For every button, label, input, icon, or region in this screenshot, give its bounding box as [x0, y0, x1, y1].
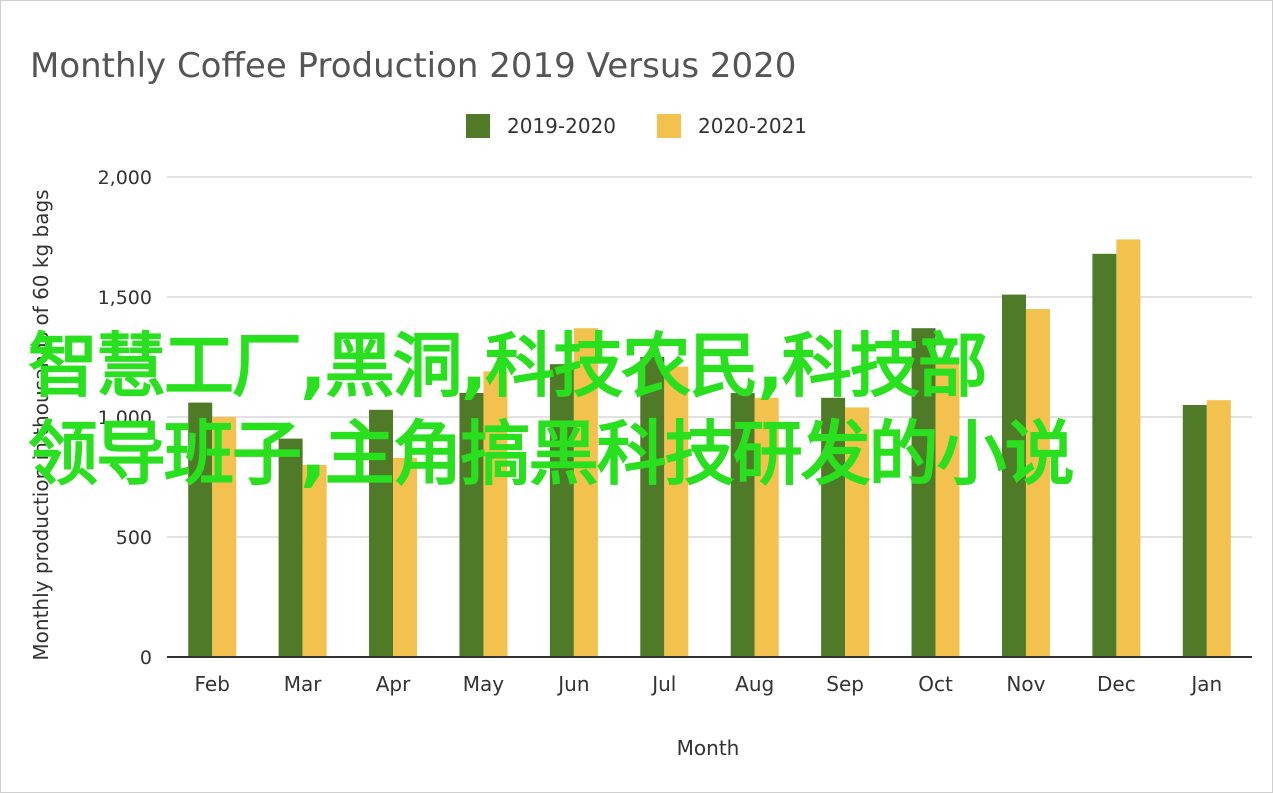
bar-2019-2020-Sep	[821, 397, 846, 657]
overlay-text: 智慧工厂,黑洞,科技农民,科技部 领导班子,主角搞黑科技研发的小说	[28, 322, 1248, 498]
chart-title: Monthly Coffee Production 2019 Versus 20…	[30, 46, 796, 86]
bar-2019-2020-Apr	[369, 409, 394, 657]
y-tick-label: 2,000	[98, 167, 152, 189]
x-tick-label: Jun	[556, 672, 589, 696]
bar-2020-2021-May	[483, 371, 508, 657]
bar-2019-2020-Oct	[911, 328, 936, 657]
bar-2019-2020-Aug	[730, 393, 755, 657]
bar-2019-2020-Nov	[1001, 294, 1026, 657]
x-axis-ticks: Feb Mar Apr May Jun Jul Aug Sep Oct Nov Dec Jan	[194, 672, 1222, 696]
legend-swatch-2020-2021	[657, 114, 681, 138]
x-tick-label: May	[463, 672, 505, 696]
x-tick-label: Oct	[918, 672, 953, 696]
bar-2019-2020-Mar	[278, 438, 303, 657]
bar-2019-2020-Feb	[188, 402, 213, 657]
x-tick-label: Apr	[376, 672, 411, 696]
bar-2020-2021-Jan	[1206, 400, 1231, 657]
x-tick-label: Dec	[1097, 672, 1136, 696]
legend-swatch-2019-2020	[466, 114, 490, 138]
x-tick-label: Jul	[650, 672, 676, 696]
y-tick-label: 1,500	[98, 287, 152, 309]
overlay-line-2: 领导班子,主角搞黑科技研发的小说	[28, 413, 1075, 495]
legend-label-2020-2021: 2020-2021	[698, 114, 807, 138]
bar-2020-2021-Feb	[212, 417, 237, 657]
bar-2020-2021-Oct	[935, 361, 960, 657]
bar-2020-2021-Apr	[393, 457, 418, 657]
x-tick-label: Nov	[1006, 672, 1045, 696]
bar-2019-2020-Jan	[1182, 405, 1207, 657]
y-tick-label: 500	[116, 527, 152, 549]
bar-2019-2020-Dec	[1092, 253, 1117, 658]
y-tick-label: 0	[140, 647, 152, 669]
bar-2020-2021-Sep	[845, 407, 870, 657]
bars	[188, 239, 1231, 658]
x-tick-label: Aug	[735, 672, 774, 696]
bar-2019-2020-Jul	[640, 357, 665, 657]
x-tick-label: Jan	[1189, 672, 1222, 696]
x-tick-label: Feb	[194, 672, 229, 696]
bar-2020-2021-Nov	[1025, 309, 1050, 657]
x-tick-label: Mar	[284, 672, 323, 696]
bar-2020-2021-Mar	[302, 465, 327, 657]
bar-2020-2021-Jun	[573, 328, 598, 657]
x-tick-label: Sep	[826, 672, 864, 696]
legend-label-2019-2020: 2019-2020	[507, 114, 616, 138]
y-axis-title: Monthly production in thousands of 60 kg…	[29, 189, 53, 660]
bar-2020-2021-Dec	[1116, 239, 1141, 657]
overlay-line-1: 智慧工厂,黑洞,科技农民,科技部	[28, 325, 988, 407]
bar-2020-2021-Jul	[664, 366, 689, 657]
legend: 2019-2020 2020-2021	[466, 114, 807, 138]
gridlines	[167, 176, 1252, 538]
y-axis-ticks: 0 500 1,000 1,500 2,000	[98, 167, 152, 669]
bar-2020-2021-Aug	[754, 397, 779, 657]
bar-2019-2020-May	[459, 393, 484, 657]
y-tick-label: 1,000	[98, 407, 152, 429]
x-axis-title: Month	[677, 736, 740, 760]
bar-2019-2020-Jun	[549, 364, 574, 657]
